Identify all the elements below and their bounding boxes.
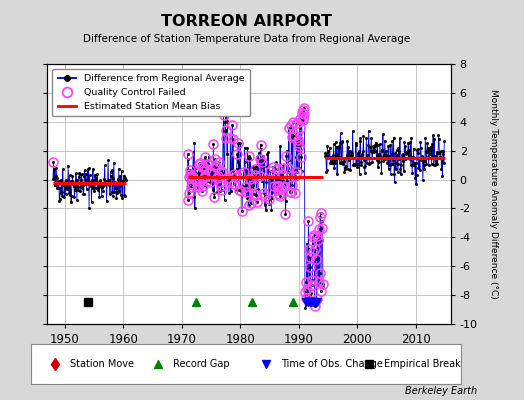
Text: Empirical Break: Empirical Break (384, 359, 461, 369)
Text: Record Gap: Record Gap (173, 359, 230, 369)
Text: Station Move: Station Move (70, 359, 134, 369)
Text: Time of Obs. Change: Time of Obs. Change (281, 359, 383, 369)
Text: TORREON AIRPORT: TORREON AIRPORT (161, 14, 332, 29)
Y-axis label: Monthly Temperature Anomaly Difference (°C): Monthly Temperature Anomaly Difference (… (489, 89, 498, 299)
Legend: Difference from Regional Average, Quality Control Failed, Estimated Station Mean: Difference from Regional Average, Qualit… (52, 69, 250, 116)
Text: Difference of Station Temperature Data from Regional Average: Difference of Station Temperature Data f… (83, 34, 410, 44)
Text: Berkeley Earth: Berkeley Earth (405, 386, 477, 396)
